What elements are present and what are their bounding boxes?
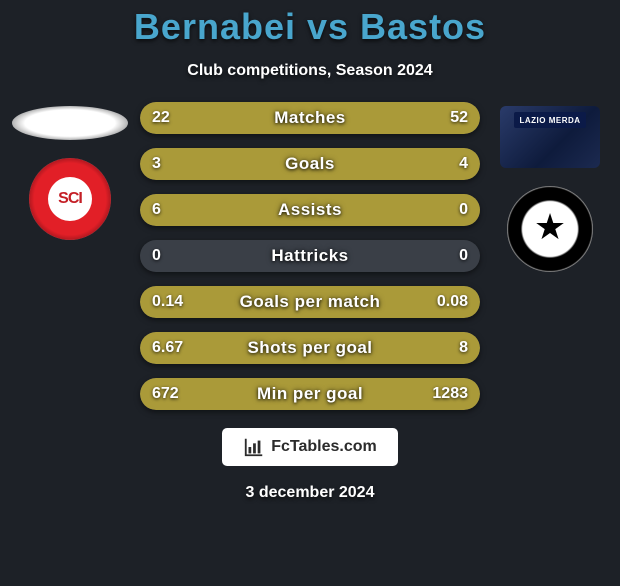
stat-bar: 2252Matches xyxy=(140,102,480,134)
page-title: Bernabei vs Bastos xyxy=(0,6,620,48)
left-player-column: SCI xyxy=(6,102,134,410)
date-label: 3 december 2024 xyxy=(0,484,620,502)
footer-brand-badge: FcTables.com xyxy=(222,428,398,466)
star-icon: ★ xyxy=(534,209,566,245)
stat-label: Assists xyxy=(140,194,480,226)
right-player-column: LAZIO MERDA ★ xyxy=(486,102,614,410)
stat-bar: 6721283Min per goal xyxy=(140,378,480,410)
footer-brand-text: FcTables.com xyxy=(271,438,377,456)
stat-bar: 34Goals xyxy=(140,148,480,180)
right-photo-banner: LAZIO MERDA xyxy=(514,112,586,128)
stat-bar: 0.140.08Goals per match xyxy=(140,286,480,318)
stat-label: Goals per match xyxy=(140,286,480,318)
stat-label: Shots per goal xyxy=(140,332,480,364)
stats-bars: 2252Matches 34Goals 60Assists 00Hattricks 0.… xyxy=(134,102,486,410)
stat-label: Matches xyxy=(140,102,480,134)
left-club-badge-text: SCI xyxy=(48,177,92,221)
stat-label: Min per goal xyxy=(140,378,480,410)
subtitle: Club competitions, Season 2024 xyxy=(0,62,620,80)
chart-icon xyxy=(243,436,265,458)
stat-bar: 60Assists xyxy=(140,194,480,226)
stat-bar: 00Hattricks xyxy=(140,240,480,272)
left-club-badge: SCI xyxy=(29,158,111,240)
right-club-badge: ★ xyxy=(507,186,593,272)
stat-label: Goals xyxy=(140,148,480,180)
stat-bar: 6.678Shots per goal xyxy=(140,332,480,364)
left-player-photo xyxy=(12,106,128,140)
comparison-panel: SCI 2252Matches 34Goals 60Assists 00Hattric… xyxy=(0,102,620,410)
right-player-photo: LAZIO MERDA xyxy=(500,106,600,168)
stat-label: Hattricks xyxy=(140,240,480,272)
